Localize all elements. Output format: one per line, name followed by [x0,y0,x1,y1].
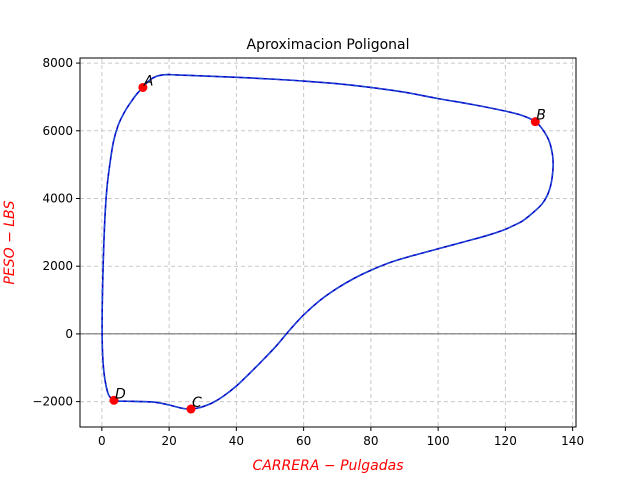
x-tick-label: 0 [98,434,106,448]
point-b-label: B [536,108,546,124]
y-tick-label: 4000 [42,191,73,205]
y-tick-label: 8000 [42,56,73,70]
grid [80,58,576,427]
axis-ticks: 0 20 40 60 80 100 120 140 −2000 0 2000 4000 6000 8000 [32,56,584,448]
x-tick-label: 100 [427,434,450,448]
x-tick-label: 120 [494,434,517,448]
data-points: A B C D [109,73,546,414]
point-c-marker [186,404,196,414]
y-tick-label: −2000 [32,395,73,409]
x-tick-label: 40 [229,434,244,448]
curve-dashed-line [101,73,554,410]
x-tick-label: 20 [161,434,176,448]
point-d-label: D [115,386,126,402]
curve-solid-line [101,73,554,410]
point-b-marker [530,117,540,127]
point-d-marker [109,395,119,405]
point-a-marker [138,82,148,92]
point-a-label: A [143,73,154,89]
y-tick-label: 2000 [42,259,73,273]
curve [101,73,554,410]
x-tick-label: 60 [296,434,311,448]
y-axis-label: PESO − LBS [2,200,18,284]
y-tick-label: 6000 [42,124,73,138]
plot-frame [79,57,577,428]
point-c-label: C [192,395,202,411]
chart-title: Aproximacion Poligonal [247,37,410,53]
x-axis-label: CARRERA − Pulgadas [252,458,403,474]
y-tick-label: 0 [65,327,73,341]
x-tick-label: 140 [561,434,584,448]
x-tick-label: 80 [363,434,378,448]
